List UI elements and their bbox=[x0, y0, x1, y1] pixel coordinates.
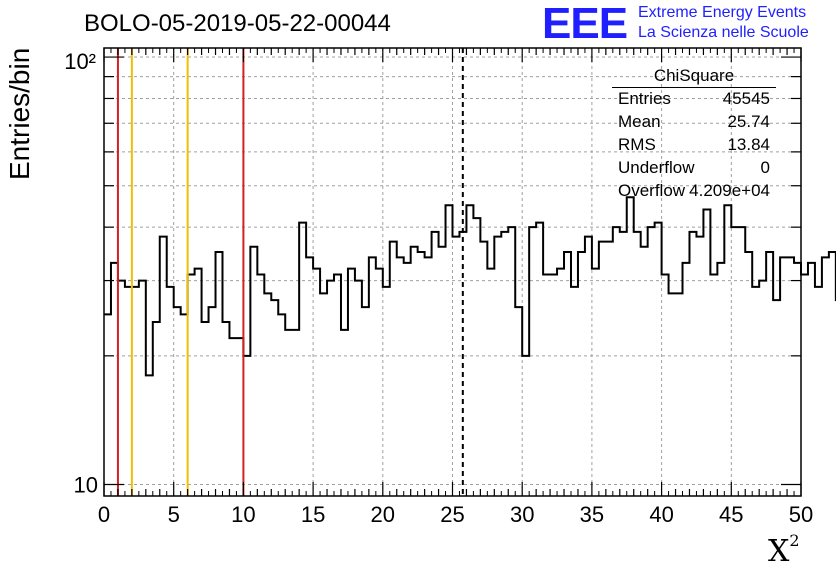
stats-value: 4.209e+04 bbox=[689, 181, 770, 200]
stats-row-mean: Mean 25.74 bbox=[612, 112, 776, 135]
logo-line-2: La Scienza nelle Scuole bbox=[638, 24, 809, 41]
x-tick-label: 30 bbox=[510, 502, 534, 527]
x-tick-label: 25 bbox=[440, 502, 464, 527]
stats-label: Underflow bbox=[618, 158, 695, 177]
logo-text: Extreme Energy Events La Scienza nelle S… bbox=[638, 3, 809, 43]
stats-box: ChiSquare Entries 45545 Mean 25.74 RMS 1… bbox=[612, 66, 776, 204]
logo-line-1: Extreme Energy Events bbox=[638, 4, 807, 21]
x-tick-label: 40 bbox=[649, 502, 673, 527]
stats-row-underflow: Underflow 0 bbox=[612, 158, 776, 181]
stats-row-entries: Entries 45545 bbox=[612, 89, 776, 112]
stats-label: RMS bbox=[618, 135, 656, 154]
x-tick-label: 45 bbox=[719, 502, 743, 527]
stats-value: 45545 bbox=[722, 89, 770, 108]
x-tick-label: 0 bbox=[98, 502, 110, 527]
stats-row-rms: RMS 13.84 bbox=[612, 135, 776, 158]
x-tick-label: 15 bbox=[301, 502, 325, 527]
x-tick-label: 20 bbox=[371, 502, 395, 527]
stats-title: ChiSquare bbox=[612, 66, 776, 88]
stats-value: 0 bbox=[760, 158, 770, 177]
x-tick-label: 35 bbox=[580, 502, 604, 527]
stats-label: Entries bbox=[618, 89, 671, 108]
histogram-series bbox=[104, 196, 836, 377]
chart-title: BOLO-05-2019-05-22-00044 bbox=[84, 10, 391, 37]
y-tick-label: 10 bbox=[74, 473, 98, 498]
x-tick-label: 50 bbox=[789, 502, 813, 527]
x-tick-label: 10 bbox=[231, 502, 255, 527]
stats-label: Mean bbox=[618, 112, 661, 131]
x-tick-label: 5 bbox=[168, 502, 180, 527]
y-axis-label: Entries/bin bbox=[4, 47, 35, 180]
x-axis-label: X2 bbox=[768, 531, 800, 569]
stats-value: 13.84 bbox=[727, 135, 770, 154]
eee-logo: EEE bbox=[542, 0, 628, 48]
stats-label: Overflow bbox=[618, 181, 686, 200]
stats-value: 25.74 bbox=[727, 112, 770, 131]
y-tick-label: 10² bbox=[64, 49, 96, 74]
stats-row-overflow: Overflow 4.209e+04 bbox=[612, 181, 776, 204]
